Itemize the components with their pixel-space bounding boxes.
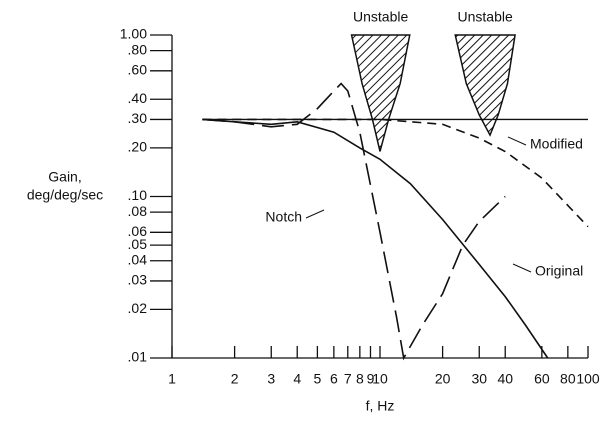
x-tick-label: 20 [435, 371, 451, 387]
x-tick-label: 30 [471, 371, 487, 387]
series-line [202, 82, 506, 361]
leader-line [507, 136, 527, 146]
x-tick-label: 10 [372, 371, 388, 387]
x-tick-label: 6 [330, 371, 338, 387]
y-tick-label: .80 [128, 41, 148, 57]
leader-line [305, 209, 325, 219]
series-label: Original [535, 263, 583, 279]
x-tick-label: 4 [293, 371, 301, 387]
x-tick-label: 100 [576, 371, 600, 387]
x-tick-label: 9 [367, 371, 375, 387]
x-tick-label: 1 [168, 371, 176, 387]
y-tick-label: .40 [128, 90, 148, 106]
x-tick-label: 3 [267, 371, 275, 387]
y-tick-label: .02 [128, 300, 148, 316]
y-tick-label: .08 [128, 203, 148, 219]
x-tick-label: 8 [356, 371, 364, 387]
unstable-region [454, 34, 516, 137]
y-tick-label: .20 [128, 139, 148, 155]
y-tick-label: 1.00 [120, 26, 147, 42]
region-label: Unstable [458, 9, 513, 25]
x-axis-label: f, Hz [366, 398, 395, 414]
unstable-region [350, 34, 411, 152]
y-axis-label: Gain, [48, 169, 81, 185]
y-tick-label: .06 [128, 223, 148, 239]
y-tick-label: .04 [128, 251, 148, 267]
x-tick-label: 7 [344, 371, 352, 387]
series-label: Modified [530, 136, 583, 152]
y-axis-label: deg/deg/sec [27, 187, 103, 203]
leader-line [512, 263, 532, 273]
series-label: Notch [265, 209, 302, 225]
x-tick-label: 80 [560, 371, 576, 387]
region-label: Unstable [353, 9, 408, 25]
series-line [202, 118, 589, 228]
x-tick-label: 5 [313, 371, 321, 387]
x-tick-label: 2 [231, 371, 239, 387]
x-tick-label: 60 [534, 371, 550, 387]
y-tick-label: .10 [128, 187, 148, 203]
y-tick-label: .03 [128, 272, 148, 288]
y-tick-label: .60 [128, 62, 148, 78]
x-tick-label: 40 [497, 371, 513, 387]
y-tick-label: .30 [128, 110, 148, 126]
y-tick-label: .05 [128, 236, 148, 252]
series-line [202, 118, 549, 359]
y-tick-label: .01 [128, 349, 148, 365]
